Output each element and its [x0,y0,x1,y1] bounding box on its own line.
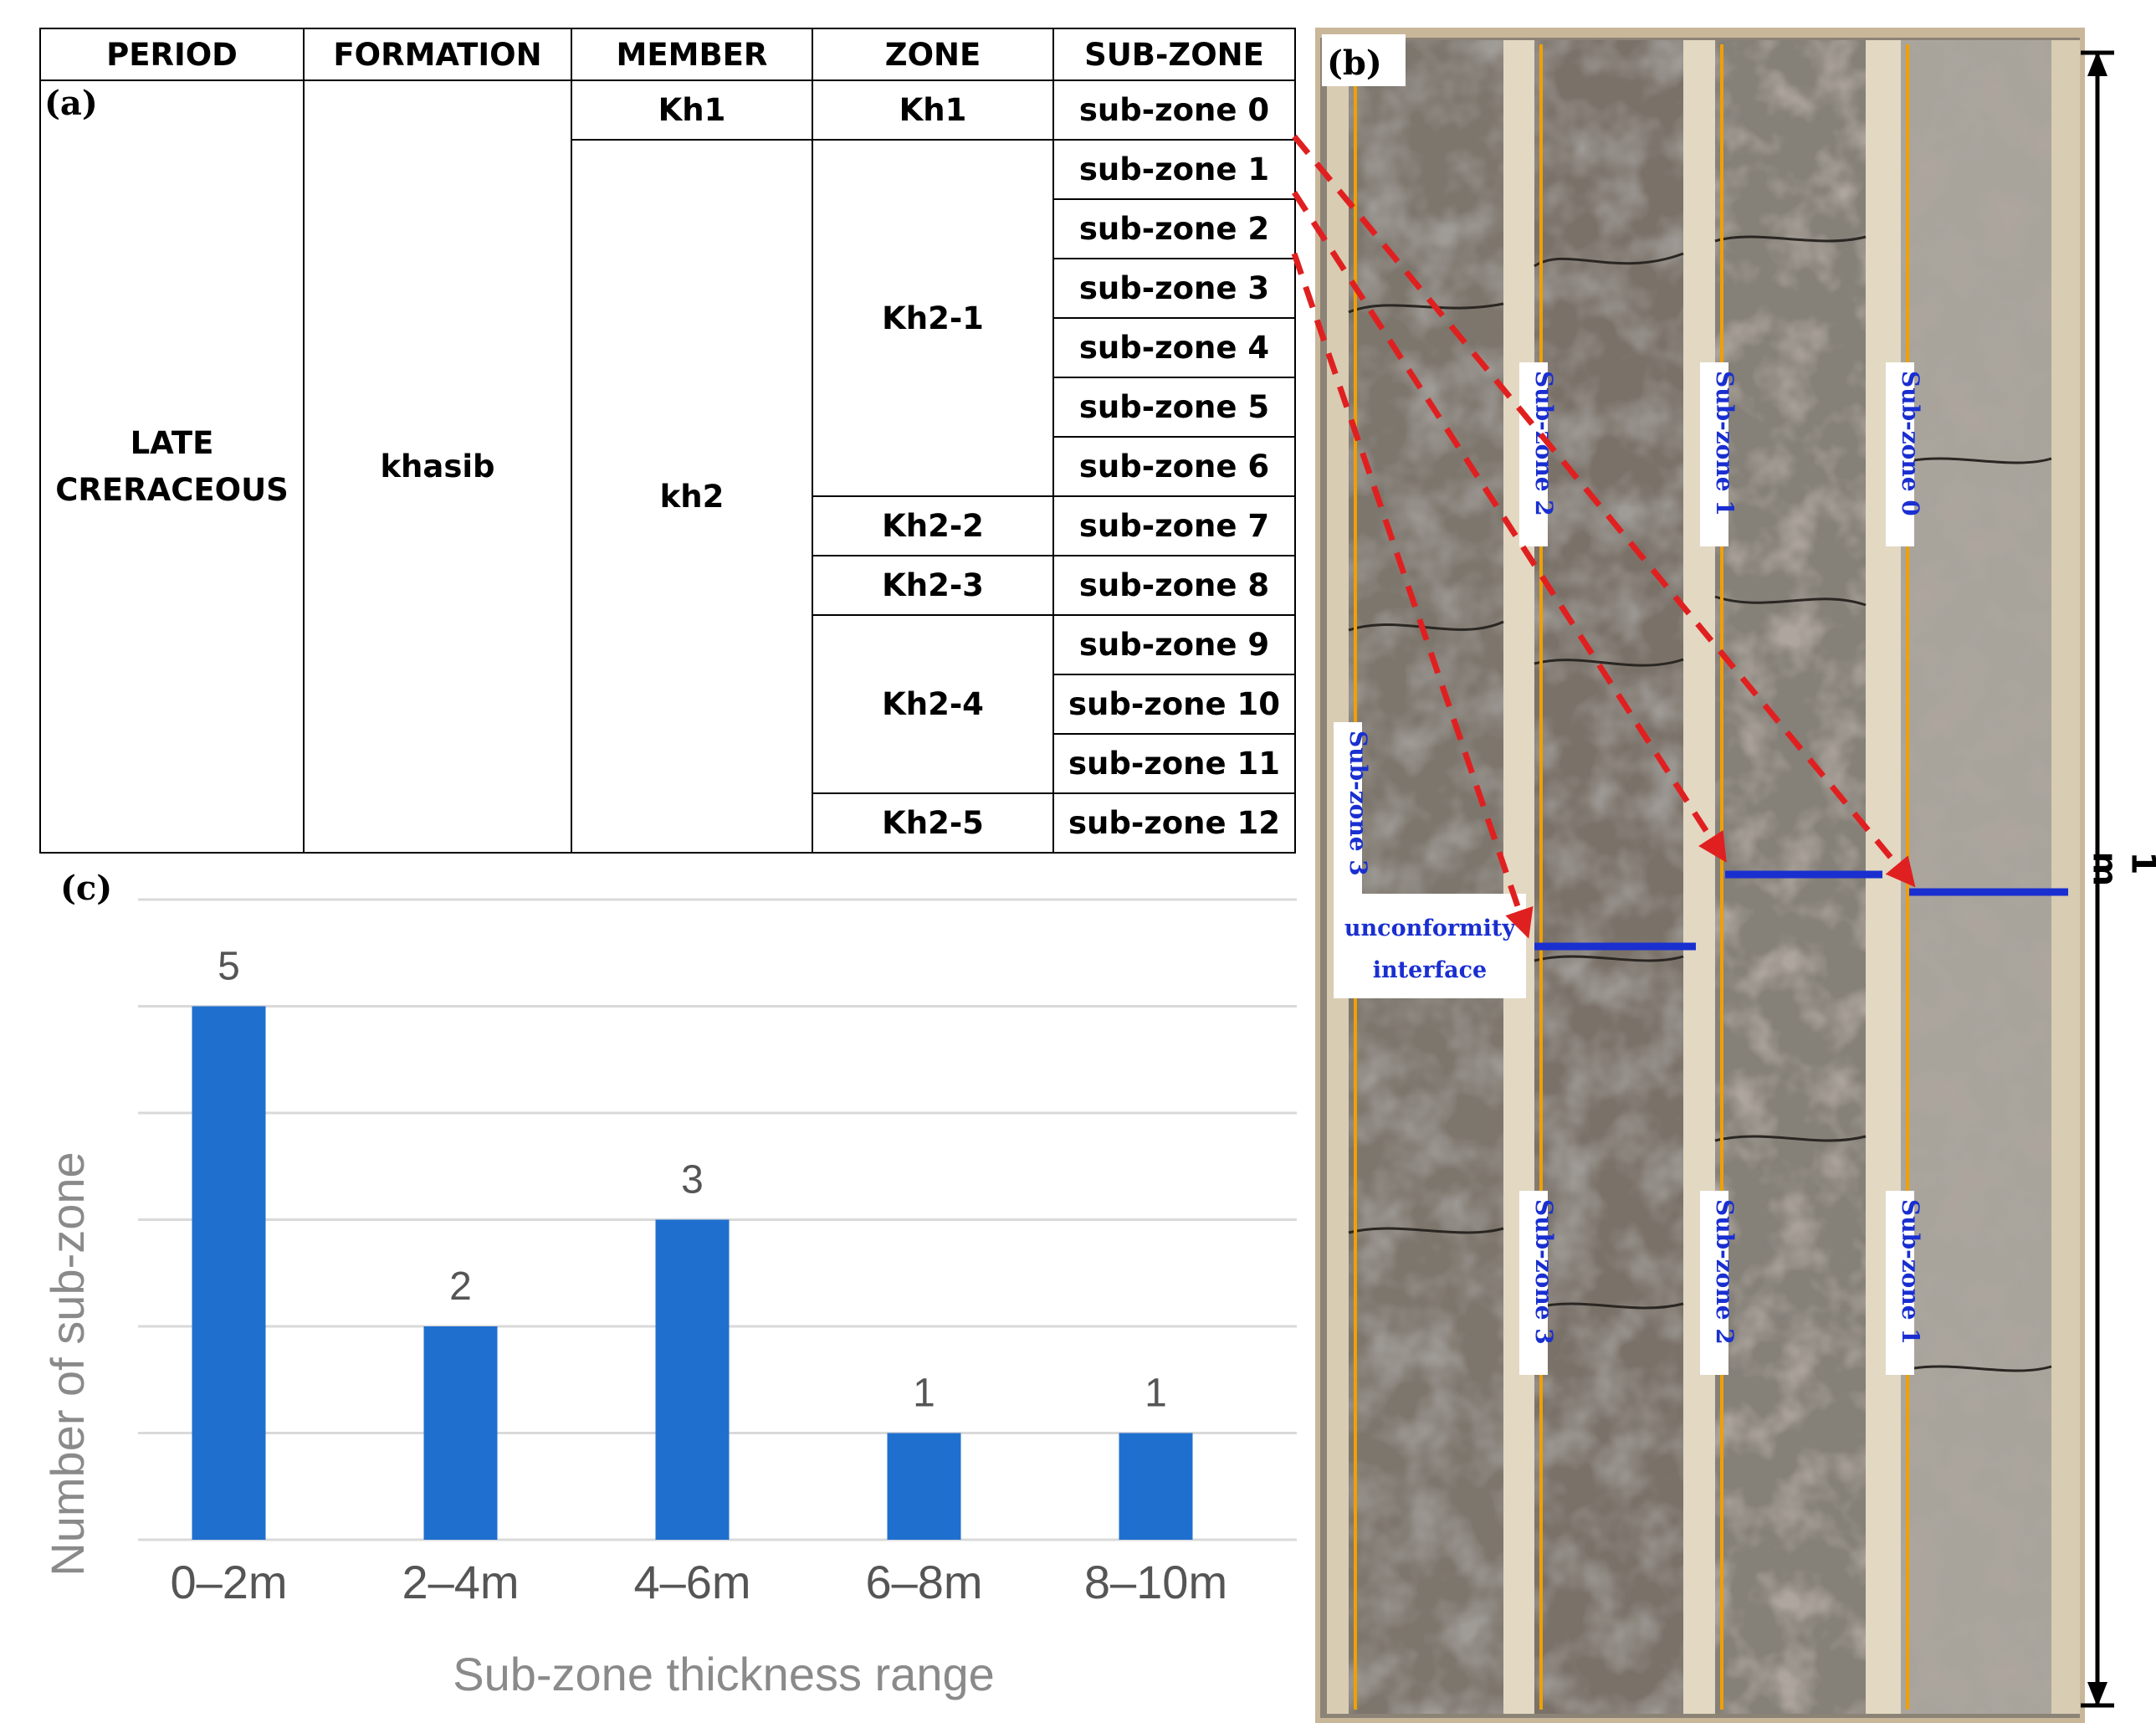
header-period: PERIOD [39,28,305,81]
subzone-cell: sub-zone 4 [1052,317,1296,378]
subzone-cell: sub-zone 3 [1052,258,1296,319]
core-fractures [1348,235,2052,1372]
core-photo-panel: Sub-zone 3 Sub-zone 2 Sub-zone 3 Sub-zon… [1315,28,2114,1723]
period-line1: LATE [130,424,214,461]
subzone-cell: sub-zone 5 [1052,377,1296,438]
unconformity-interface-label: unconformity interface [1334,894,1526,998]
member-cell: kh2 [571,139,813,854]
x-tick-labels: 0–2m 2–4m 4–6m 6–8m 8–10m [170,1556,1227,1608]
stratigraphy-table: PERIOD FORMATION MEMBER ZONE SUB-ZONE LA… [39,28,1296,854]
zone-cell: Kh2-1 [812,139,1054,497]
thickness-bar-chart: (c) 5 2 3 1 1 0–2m 2–4m 4–6m 6–8m 8–10m Number o… [41,869,1297,1700]
subzone-boundaries [1534,870,2068,951]
subzone-labels: Sub-zone 3 Sub-zone 2 Sub-zone 3 Sub-zon… [1334,362,1924,1375]
panel-a-label: (a) [44,84,98,123]
bar [1119,1433,1193,1540]
zone-cell: Kh2-3 [812,555,1054,616]
core-column-4 [1901,40,2051,1714]
header-formation: FORMATION [303,28,572,81]
arrow-subzone-1 [1292,191,1727,863]
panel-c-label: (c) [60,869,112,908]
column-label: Sub-zone 0 [1897,371,1924,516]
column-label: Sub-zone 1 [1711,371,1739,516]
arrow-subzone-2 [1291,252,1534,939]
subzone-cell: sub-zone 1 [1052,139,1296,200]
divider-strip [2051,40,2080,1714]
subzone-cell: sub-zone 0 [1052,79,1296,141]
subzone-cell: sub-zone 6 [1052,436,1296,497]
panel-b-label: (b) [1327,44,1382,83]
x-tick-label: 4–6m [633,1556,750,1608]
core-column-2 [1534,40,1683,1714]
member-cell: Kh1 [571,79,813,141]
x-tick-label: 8–10m [1084,1556,1227,1608]
data-label: 1 [1145,1372,1167,1416]
bar [423,1326,498,1540]
period-cell: LATE CRERACEOUS [39,79,305,854]
x-tick-label: 2–4m [402,1556,519,1608]
zone-cell: Kh2-2 [812,495,1054,556]
divider-strip [1683,40,1715,1714]
x-axis-label: Sub-zone thickness range [453,1648,995,1700]
header-subzone: SUB-ZONE [1052,28,1296,81]
data-label: 5 [218,945,240,989]
bars [192,1006,1193,1540]
data-label: 2 [449,1264,472,1309]
interface-line1: unconformity [1344,915,1516,941]
zone-cell: Kh2-5 [812,792,1054,854]
subzone-cell: sub-zone 7 [1052,495,1296,556]
subzone-cell: sub-zone 8 [1052,555,1296,616]
zone-cell: Kh1 [812,79,1054,141]
data-label: 3 [681,1158,704,1203]
x-tick-label: 6–8m [865,1556,982,1608]
data-label: 1 [913,1372,935,1416]
column-label: Sub-zone 3 [1530,1199,1558,1345]
header-member: MEMBER [571,28,813,81]
subzone-cell: sub-zone 9 [1052,614,1296,675]
bar [192,1006,266,1540]
arrow-subzone-0 [1292,134,1916,888]
zone-cell: Kh2-4 [812,614,1054,794]
data-labels: 5 2 3 1 1 [218,945,1167,1416]
bar [887,1433,961,1540]
subzone-cell: sub-zone 11 [1052,733,1296,794]
subzone-cell: sub-zone 10 [1052,674,1296,735]
y-axis-label: Number of sub-zone [41,1151,94,1576]
bar [655,1219,730,1540]
subzone-cell: sub-zone 12 [1052,792,1296,854]
x-tick-label: 0–2m [170,1556,287,1608]
formation-cell: khasib [303,79,572,854]
header-zone: ZONE [812,28,1054,81]
divider-strip [1503,40,1534,1714]
interface-line2: interface [1373,957,1488,983]
scale-bar [2081,50,2114,1708]
column-label: Sub-zone 1 [1897,1199,1924,1345]
period-line2: CRERACEOUS [55,471,289,508]
column-label: Sub-zone 2 [1711,1199,1739,1345]
column-label: Sub-zone 3 [1344,731,1372,876]
subzone-cell: sub-zone 2 [1052,198,1296,259]
column-label: Sub-zone 2 [1530,371,1558,516]
